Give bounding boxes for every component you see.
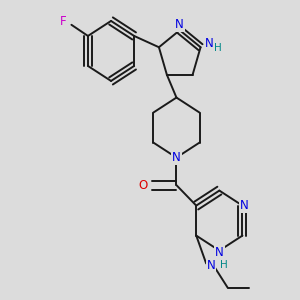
Text: O: O: [139, 179, 148, 192]
Text: H: H: [214, 43, 222, 53]
Text: N: N: [240, 199, 248, 212]
Text: H: H: [220, 260, 228, 270]
Text: F: F: [60, 15, 67, 28]
Text: N: N: [176, 18, 184, 31]
Text: N: N: [172, 151, 181, 164]
Text: N: N: [215, 246, 224, 259]
Text: N: N: [207, 259, 215, 272]
Text: N: N: [204, 37, 213, 50]
